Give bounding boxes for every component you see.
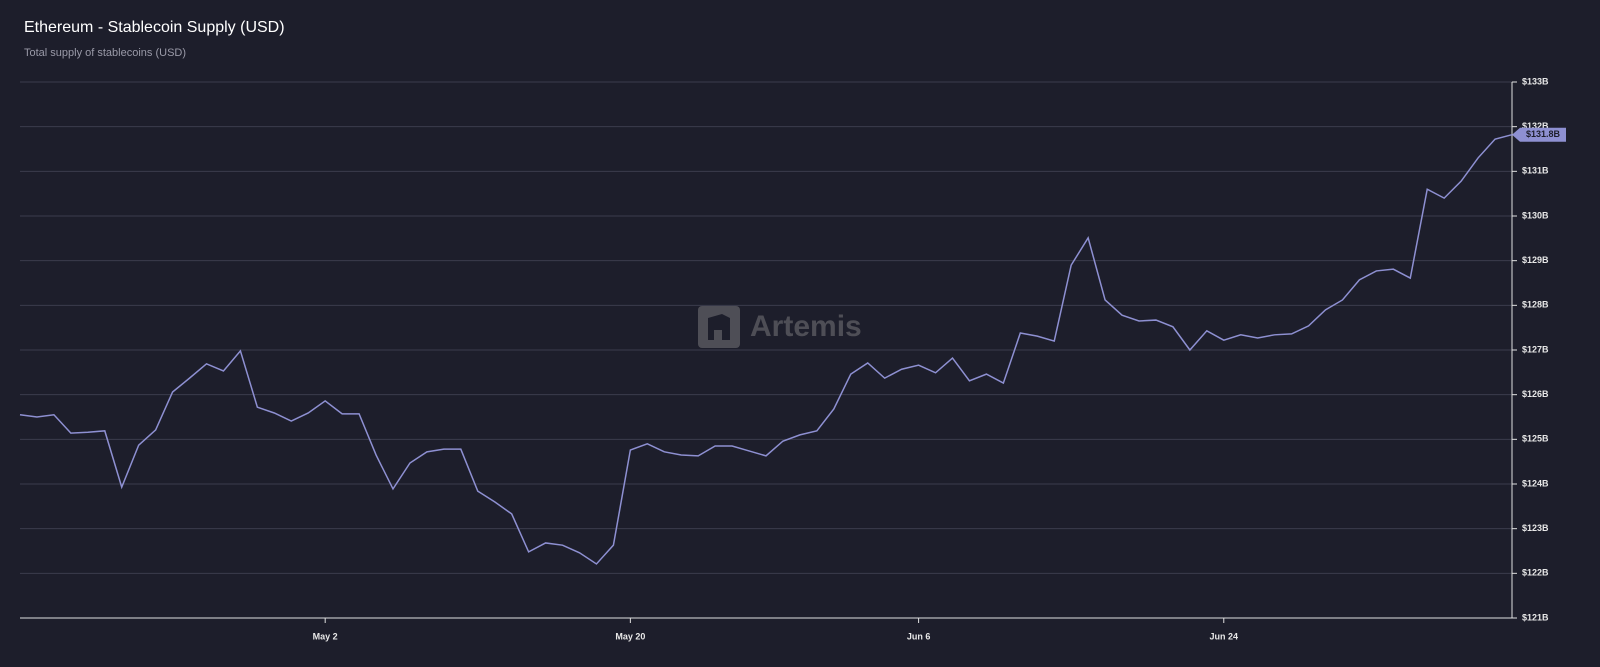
watermark-text: Artemis	[750, 310, 862, 343]
chart-title: Ethereum - Stablecoin Supply (USD)	[24, 19, 285, 36]
x-tick-label: May 20	[615, 631, 645, 641]
value-badge	[1512, 127, 1566, 142]
y-tick-label: $127B	[1522, 344, 1549, 354]
watermark-logo: Artemis	[698, 306, 862, 348]
y-tick-label: $123B	[1522, 523, 1549, 533]
y-tick-label: $121B	[1522, 612, 1549, 622]
y-tick-label: $126B	[1522, 389, 1549, 399]
y-tick-label: $125B	[1522, 434, 1549, 444]
y-tick-label: $129B	[1522, 255, 1549, 265]
y-tick-label: $124B	[1522, 478, 1549, 488]
y-tick-label: $130B	[1522, 210, 1549, 220]
x-tick-label: May 2	[313, 631, 338, 641]
logo-glyph	[708, 314, 730, 340]
x-tick-label: Jun 24	[1210, 631, 1239, 641]
x-tick-label: Jun 6	[907, 631, 931, 641]
logo-box	[698, 306, 740, 348]
y-tick-label: $128B	[1522, 300, 1549, 310]
y-tick-label: $131B	[1522, 166, 1549, 176]
value-label: $131.8B	[1526, 129, 1561, 139]
y-tick-label: $122B	[1522, 568, 1549, 578]
series-line	[19, 133, 1513, 565]
y-tick-label: $132B	[1522, 121, 1549, 131]
chart-subtitle: Total supply of stablecoins (USD)	[24, 47, 186, 59]
y-tick-label: $133B	[1522, 76, 1549, 86]
